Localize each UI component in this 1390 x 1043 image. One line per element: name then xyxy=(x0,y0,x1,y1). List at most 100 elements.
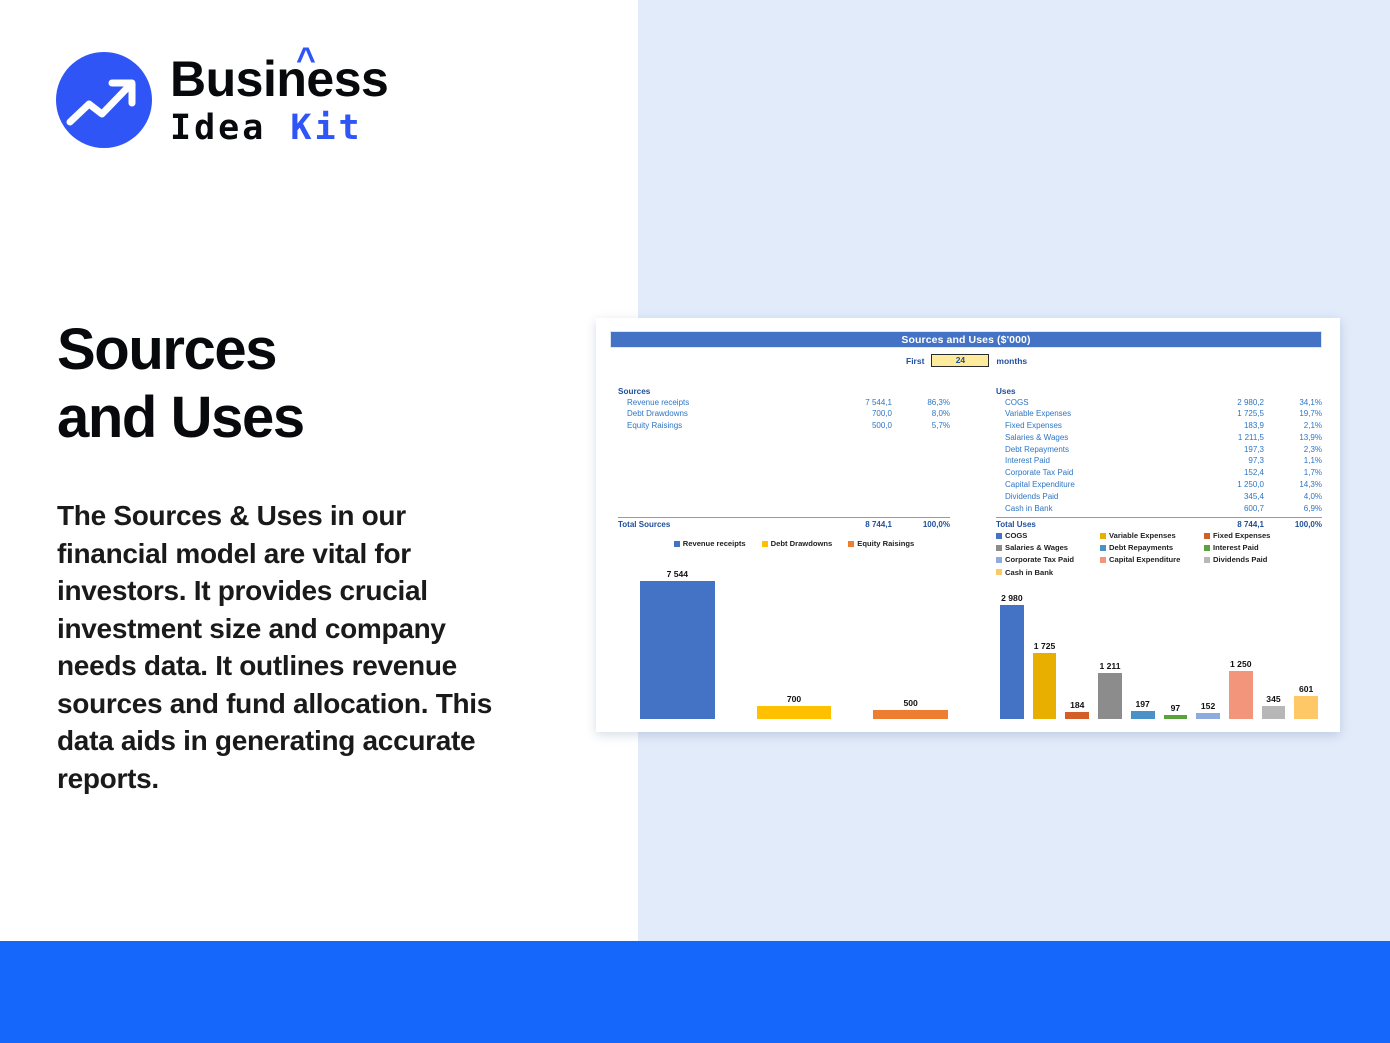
table-row: Capital Expenditure 1 250,0 14,3% xyxy=(996,480,1322,492)
legend-swatch-icon xyxy=(1204,532,1210,539)
legend-label: Interest Paid xyxy=(1213,543,1259,553)
brand-circumflex-accent: ^ xyxy=(296,41,316,79)
table-row: Variable Expenses 1 725,5 19,7% xyxy=(996,409,1322,421)
row-value: 600,7 xyxy=(1243,503,1264,513)
row-percent: 14,3% xyxy=(1299,480,1322,490)
bar-item: 700 xyxy=(756,694,832,719)
sheet-title-bar: Sources and Uses ($'000) xyxy=(610,331,1322,348)
bar xyxy=(873,709,949,719)
total-value: 8 744,1 xyxy=(865,520,892,530)
bar-item: 345 xyxy=(1261,694,1286,719)
table-filler xyxy=(618,433,950,516)
legend-item: Capital Expenditure xyxy=(1100,555,1204,564)
total-percent: 100,0% xyxy=(922,520,950,530)
row-value: 152,4 xyxy=(1243,468,1264,478)
bar xyxy=(1000,605,1024,719)
legend-label: Cash in Bank xyxy=(1005,567,1054,577)
row-label: Dividends Paid xyxy=(1005,491,1059,501)
bar-item: 2 980 xyxy=(1000,593,1024,719)
legend-swatch-icon xyxy=(761,540,768,547)
row-value: 500,0 xyxy=(871,421,892,431)
bar-item: 1 250 xyxy=(1228,659,1253,719)
sources-chart-legend: Revenue receipts Debt Drawdowns Equity Rai… xyxy=(634,539,954,548)
bar-item: 184 xyxy=(1065,700,1090,719)
total-label: Total Uses xyxy=(996,520,1036,530)
bar-value-label: 500 xyxy=(903,697,918,708)
legend-item: Corporate Tax Paid xyxy=(996,555,1100,564)
row-label: Variable Expenses xyxy=(1005,409,1072,419)
row-label: Equity Raisings xyxy=(627,421,683,431)
row-percent: 1,7% xyxy=(1303,468,1322,478)
bar xyxy=(1228,671,1253,719)
uses-table-header: Uses xyxy=(996,387,1016,396)
table-row: Debt Repayments 197,3 2,3% xyxy=(996,445,1322,457)
legend-item: Fixed Expenses xyxy=(1204,531,1308,540)
page-title: Sources and Uses xyxy=(57,317,305,450)
row-percent: 8,0% xyxy=(931,409,950,419)
brand-logo: Business ^ Idea Kit xyxy=(56,43,389,148)
brand-name-primary: Business ^ xyxy=(170,43,389,107)
bar xyxy=(1098,672,1122,719)
legend-label: Revenue receipts xyxy=(682,539,746,548)
bar-item: 7 544 xyxy=(640,569,715,719)
legend-label: Debt Repayments xyxy=(1109,543,1174,553)
row-label: Corporate Tax Paid xyxy=(1005,468,1074,478)
bar-item: 1 725 xyxy=(1032,641,1057,719)
legend-item: Dividends Paid xyxy=(1204,555,1308,564)
legend-swatch-icon xyxy=(996,544,1002,551)
bar-value-label: 1 725 xyxy=(1033,641,1056,652)
legend-item: Debt Drawdowns xyxy=(761,539,833,548)
bar-item: 500 xyxy=(873,697,949,719)
page-description: The Sources & Uses in our financial mode… xyxy=(57,500,493,794)
row-value: 7 544,1 xyxy=(865,397,892,407)
row-label: Debt Drawdowns xyxy=(627,409,688,419)
table-row: Interest Paid 97,3 1,1% xyxy=(996,456,1322,468)
bar-value-label: 197 xyxy=(1135,699,1150,710)
growth-arrow-logo-icon xyxy=(56,52,152,148)
legend-item: Equity Raisings xyxy=(848,539,914,548)
bar xyxy=(756,706,832,719)
legend-label: COGS xyxy=(1005,531,1028,540)
uses-total-row: Total Uses 8 744,1 100,0% xyxy=(996,517,1322,531)
sources-total-row: Total Sources 8 744,1 100,0% xyxy=(618,517,950,531)
bar xyxy=(1065,711,1090,719)
table-row: Equity Raisings 500,0 5,7% xyxy=(618,421,950,433)
bar xyxy=(640,581,715,719)
table-row: COGS 2 980,2 34,1% xyxy=(996,398,1322,410)
bar-value-label: 152 xyxy=(1200,701,1216,712)
bar-value-label: 601 xyxy=(1299,684,1314,695)
bar-value-label: 700 xyxy=(786,694,802,705)
legend-label: Corporate Tax Paid xyxy=(1005,555,1075,565)
sources-chart-plot: 7 544 700 500 xyxy=(634,564,954,719)
brand-word-business: Business xyxy=(170,51,389,107)
bar-item: 97 xyxy=(1163,703,1188,719)
row-value: 1 211,5 xyxy=(1237,432,1264,442)
uses-table: Uses COGS 2 980,2 34,1% Variable Expense… xyxy=(996,387,1322,531)
legend-swatch-icon xyxy=(996,532,1002,539)
bar-item: 152 xyxy=(1196,701,1220,719)
legend-label: Debt Drawdowns xyxy=(770,539,833,548)
bar xyxy=(1163,715,1188,719)
uses-chart-bars: 2 980 1 725 184 1 211 197 97 152 1 250 345 601 xyxy=(996,587,1322,719)
legend-label: Salaries & Wages xyxy=(1005,543,1069,553)
total-label: Total Sources xyxy=(618,520,671,530)
brand-word-kit: Kit xyxy=(290,108,363,148)
bar xyxy=(1032,653,1057,719)
table-row: Salaries & Wages 1 211,5 13,9% xyxy=(996,433,1322,445)
legend-item: COGS xyxy=(996,531,1100,540)
row-percent: 6,9% xyxy=(1303,503,1322,513)
legend-swatch-icon xyxy=(673,540,680,547)
left-white-panel xyxy=(0,0,638,941)
row-percent: 2,3% xyxy=(1303,444,1322,454)
bar-value-label: 1 211 xyxy=(1099,660,1121,671)
row-value: 1 725,5 xyxy=(1237,409,1264,419)
legend-label: Dividends Paid xyxy=(1213,555,1268,565)
legend-swatch-icon xyxy=(1204,556,1210,563)
legend-item: Cash in Bank xyxy=(996,568,1100,577)
row-value: 97,3 xyxy=(1248,456,1264,466)
row-percent: 86,3% xyxy=(927,397,950,407)
bar-value-label: 1 250 xyxy=(1230,659,1252,670)
months-input[interactable]: 24 xyxy=(931,354,990,367)
period-suffix-label: months xyxy=(996,355,1028,366)
row-percent: 34,1% xyxy=(1299,397,1322,407)
